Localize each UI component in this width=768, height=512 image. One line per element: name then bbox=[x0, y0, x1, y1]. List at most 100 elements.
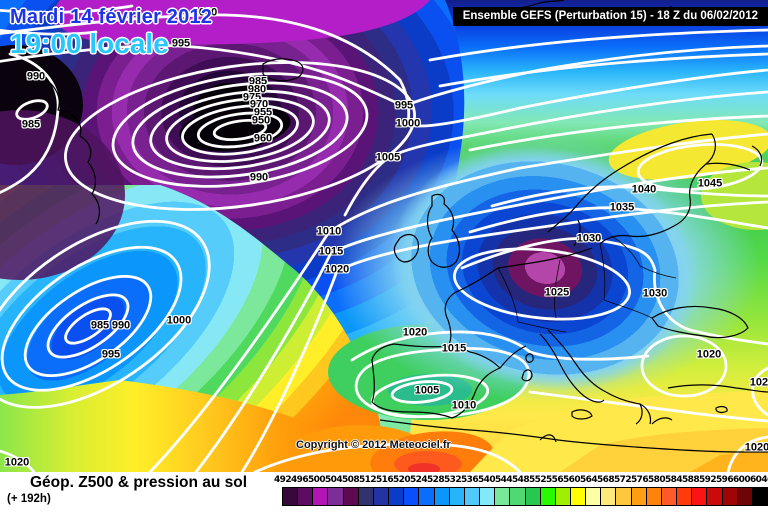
colorbar-cell bbox=[692, 488, 708, 505]
isobar-label: 1010 bbox=[316, 225, 342, 238]
isobar-label: 990 bbox=[111, 319, 131, 332]
colorbar-cell bbox=[328, 488, 344, 505]
colorbar-tick-label: 544 bbox=[495, 475, 513, 485]
colorbar-tick-label: 548 bbox=[512, 475, 530, 485]
colorbar-cell bbox=[661, 488, 678, 505]
isobar-label: 1020 bbox=[749, 376, 768, 389]
isobar-label: 955 bbox=[253, 106, 273, 119]
isobar-label: 1000 bbox=[166, 314, 192, 327]
colorbar-cell bbox=[540, 488, 556, 505]
colorbar-cell bbox=[631, 488, 647, 505]
colorbar-tick-label: 556 bbox=[546, 475, 564, 485]
colorbar-tick-label: 492 bbox=[274, 475, 292, 485]
isobar-label: 1015 bbox=[441, 342, 467, 355]
isobar-label: 995 bbox=[171, 37, 191, 50]
colorbar-cell bbox=[419, 488, 435, 505]
copyright-label: Copyright © 2012 Meteociel.fr bbox=[296, 439, 451, 451]
colorbar-tick-label: 528 bbox=[427, 475, 445, 485]
colorbar-tick-label: 512 bbox=[359, 475, 377, 485]
colorbar-tick-label: 532 bbox=[444, 475, 462, 485]
colorbar-tick-label: 560 bbox=[563, 475, 581, 485]
colorbar-cell bbox=[737, 488, 753, 505]
isobar-label: 1020 bbox=[402, 326, 428, 339]
colorbar-cell bbox=[586, 488, 602, 505]
isobar-label: 990 bbox=[26, 70, 46, 83]
colorbar-cell bbox=[601, 488, 617, 505]
colorbar-tick-label: 600 bbox=[733, 475, 751, 485]
isobar-label: 975 bbox=[242, 91, 262, 104]
map-area: 1000 995 990 985 985 980 975 970 955 950 960 990 995… bbox=[0, 0, 768, 472]
colorbar-cell bbox=[677, 488, 693, 505]
isobar-label: 1020 bbox=[4, 456, 30, 469]
colorbar-tick-label: 508 bbox=[342, 475, 360, 485]
isobar-label: 1020 bbox=[744, 441, 768, 454]
colorbar-tick-label: 504 bbox=[325, 475, 343, 485]
colorbar-cell bbox=[358, 488, 374, 505]
colorbar-cell bbox=[464, 488, 481, 505]
isobar-label: 1030 bbox=[642, 287, 668, 300]
colorbar-tick-label: 516 bbox=[376, 475, 394, 485]
colorbar-tick-label: 564 bbox=[580, 475, 598, 485]
map-subtitle: (+ 192h) bbox=[7, 493, 51, 505]
colorbar-cell bbox=[555, 488, 571, 505]
time-label: 19:00 locale bbox=[10, 28, 169, 59]
colorbar-cell bbox=[722, 488, 738, 505]
isobar-label: 1005 bbox=[375, 151, 401, 164]
isobar-label: 1005 bbox=[414, 384, 440, 397]
legend-title-box: Géop. Z500 & pression au sol (+ 192h) bbox=[0, 472, 278, 512]
isobar-label: 980 bbox=[247, 83, 267, 96]
isobar-label: 970 bbox=[249, 98, 269, 111]
colorbar-cell bbox=[343, 488, 359, 505]
colorbar-cell bbox=[298, 488, 314, 505]
colorbar-tick-label: 496 bbox=[291, 475, 309, 485]
isobar-label: 1020 bbox=[696, 348, 722, 361]
footer-bar: Géop. Z500 & pression au sol (+ 192h) 49… bbox=[0, 472, 768, 512]
colorbar-cell bbox=[480, 488, 496, 505]
isobar-label: 960 bbox=[253, 132, 273, 145]
colorbar-cell bbox=[373, 488, 390, 505]
isobar-label: 1015 bbox=[318, 245, 344, 258]
colorbar-cell bbox=[495, 488, 511, 505]
colorbar-tick-label: 604 bbox=[750, 475, 768, 485]
colorbar-tick-label: 536 bbox=[461, 475, 479, 485]
colorbar-cell bbox=[646, 488, 662, 505]
isobar-label: 995 bbox=[394, 99, 414, 112]
colorbar-scale bbox=[282, 487, 768, 506]
isobar-label: 1045 bbox=[697, 177, 723, 190]
colorbar-cell bbox=[752, 488, 767, 505]
colorbar-cell bbox=[707, 488, 723, 505]
isobar-label: 985 bbox=[248, 75, 268, 88]
colorbar-tick-label: 520 bbox=[393, 475, 411, 485]
colorbar-tick-label: 584 bbox=[665, 475, 683, 485]
isobar-label: 990 bbox=[249, 171, 269, 184]
colorbar-tick-label: 572 bbox=[614, 475, 632, 485]
colorbar-tick-label: 524 bbox=[410, 475, 428, 485]
colorbar-tick-label: 552 bbox=[529, 475, 547, 485]
colorbar-tick-label: 500 bbox=[308, 475, 326, 485]
isobar-label: 1035 bbox=[609, 201, 635, 214]
isobar-label: 1040 bbox=[631, 183, 657, 196]
isobar-label: 950 bbox=[251, 114, 271, 127]
colorbar-tick-label: 576 bbox=[631, 475, 649, 485]
colorbar-tick-label: 540 bbox=[478, 475, 496, 485]
colorbar-cell bbox=[525, 488, 541, 505]
isobar-label: 985 bbox=[21, 118, 41, 131]
pressure-map-canvas bbox=[0, 0, 768, 472]
isobar-label: 1025 bbox=[544, 286, 570, 299]
colorbar-cell bbox=[449, 488, 465, 505]
colorbar-cell bbox=[616, 488, 632, 505]
colorbar-cell bbox=[510, 488, 526, 505]
isobar-label: 1000 bbox=[395, 117, 421, 130]
isobar-label: 1020 bbox=[324, 263, 350, 276]
colorbar-cell bbox=[283, 488, 299, 505]
isobar-label: 1030 bbox=[576, 232, 602, 245]
isobar-label: 995 bbox=[101, 348, 121, 361]
colorbar-labels: 492 496 500 504 508 512 516 520 524 528 532 536 540 5… bbox=[274, 475, 768, 485]
model-run-header: Ensemble GEFS (Perturbation 15) - 18 Z d… bbox=[452, 7, 768, 26]
colorbar-cell bbox=[434, 488, 450, 505]
colorbar-tick-label: 596 bbox=[716, 475, 734, 485]
colorbar-tick-label: 568 bbox=[597, 475, 615, 485]
isobar-label: 1000 bbox=[192, 6, 218, 19]
colorbar-tick-label: 580 bbox=[648, 475, 666, 485]
